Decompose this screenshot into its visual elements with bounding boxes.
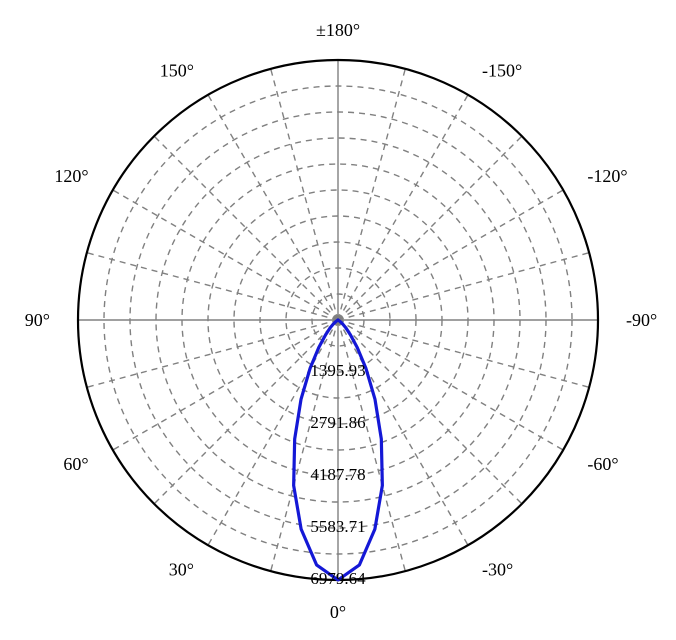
angle-tick-label: -120°: [587, 166, 627, 186]
angle-tick-label: -150°: [482, 61, 522, 81]
grid-spoke: [208, 320, 338, 545]
angle-tick-label: -30°: [482, 559, 513, 579]
angle-tick-label: 120°: [54, 166, 88, 186]
radial-tick-label: 6979.64: [310, 569, 366, 588]
radial-tick-label: 4187.78: [310, 465, 365, 484]
grid-spoke: [338, 95, 468, 320]
radial-tick-label: 2791.86: [310, 413, 365, 432]
grid-spoke: [338, 69, 405, 320]
radial-tick-label: 5583.71: [310, 517, 365, 536]
angle-tick-label: 30°: [169, 559, 194, 579]
angle-tick-label: 90°: [25, 310, 50, 330]
angle-tick-label: ±180°: [316, 20, 360, 40]
angle-tick-label: 150°: [160, 61, 194, 81]
angle-tick-label: 0°: [330, 602, 346, 622]
grid-spoke: [271, 69, 338, 320]
polar-chart: 1395.93 2791.86 4187.78 5583.71 6979.64 ±180…: [0, 0, 676, 640]
angle-tick-label: -60°: [587, 454, 618, 474]
radial-tick-label: 1395.93: [310, 361, 365, 380]
angle-tick-label: -90°: [626, 310, 657, 330]
angle-tick-label: 60°: [63, 454, 88, 474]
